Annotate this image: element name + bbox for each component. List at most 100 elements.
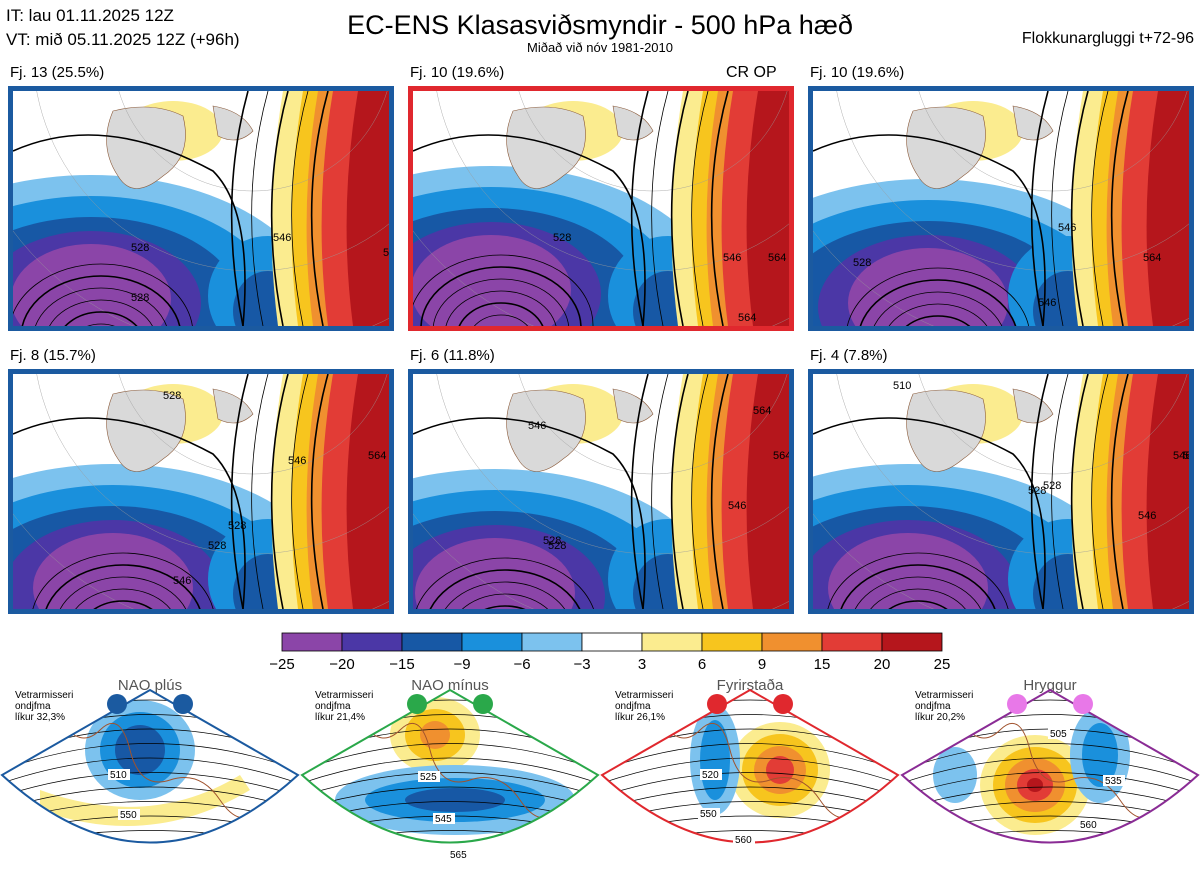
height-contour bbox=[270, 91, 289, 326]
colorbar-tick: 9 bbox=[757, 656, 767, 673]
height-contour bbox=[602, 743, 898, 777]
contour-label-bg bbox=[698, 808, 720, 819]
negative-anomaly-area bbox=[1082, 723, 1118, 787]
contour-label: 546 bbox=[1038, 297, 1056, 309]
positive-anomaly-area bbox=[346, 374, 389, 609]
regime-marker-dot bbox=[173, 694, 193, 714]
greenland-landmass bbox=[506, 389, 586, 472]
cluster-map: 528546564510528546 bbox=[813, 91, 1189, 326]
contour-label: 564 bbox=[1183, 450, 1189, 462]
contour-label: 546 bbox=[528, 420, 546, 432]
height-contour bbox=[1030, 91, 1049, 326]
height-contour bbox=[846, 267, 1030, 326]
contour-label: 528 bbox=[553, 232, 571, 244]
height-contour bbox=[840, 564, 996, 609]
height-contour bbox=[444, 581, 566, 609]
greenland-landmass bbox=[106, 106, 186, 189]
negative-anomaly-area bbox=[115, 725, 165, 775]
colorbar-tick: −3 bbox=[573, 656, 591, 673]
contour-label: 525 bbox=[420, 772, 437, 783]
svalbard-landmass bbox=[1012, 105, 1054, 141]
height-contour bbox=[691, 91, 709, 326]
cluster-map: 528 546 564 528 546 528 bbox=[13, 374, 389, 609]
height-contour bbox=[13, 134, 246, 326]
colorbar-tick: −25 bbox=[269, 656, 295, 673]
height-contour bbox=[45, 564, 201, 609]
height-contour bbox=[302, 743, 598, 777]
contour-label: 510 bbox=[893, 380, 911, 392]
negative-anomaly-area bbox=[933, 747, 977, 803]
colorbar-segment bbox=[521, 632, 583, 652]
height-contour bbox=[651, 374, 669, 609]
regime-climatology-note: Vetrarmisseri ondjfma líkur 21,4% bbox=[315, 690, 373, 723]
height-contour bbox=[2, 757, 298, 789]
regime-marker-dot bbox=[1007, 694, 1027, 714]
height-contour bbox=[302, 772, 598, 801]
contour-label: 528 bbox=[1028, 485, 1046, 497]
height-contour bbox=[670, 91, 689, 326]
svalbard-landmass bbox=[1012, 388, 1054, 424]
cluster-label: Fj. 8 (15.7%) bbox=[10, 347, 96, 364]
colorbar-tick: 3 bbox=[637, 656, 647, 673]
contour-label-bg bbox=[118, 809, 140, 820]
height-contour bbox=[413, 417, 646, 609]
contour-label: 510 bbox=[110, 770, 127, 781]
contour-label-bg bbox=[1048, 728, 1070, 739]
contour-label: 546 bbox=[1173, 450, 1189, 462]
height-contour bbox=[13, 263, 193, 326]
height-contour bbox=[35, 287, 167, 326]
colorbar bbox=[281, 632, 943, 652]
regime-note-line: líkur 20,2% bbox=[915, 712, 966, 723]
contour-label: 560 bbox=[1080, 820, 1097, 831]
positive-anomaly-area bbox=[746, 374, 789, 609]
svalbard-landmass bbox=[612, 388, 654, 424]
cluster-panel: 528 546 564 528 546 528 bbox=[8, 369, 394, 614]
contour-label-bg bbox=[1078, 819, 1100, 830]
contour-label: 546 bbox=[273, 232, 291, 244]
regime-note-line: ondjfma bbox=[15, 701, 51, 712]
negative-anomaly-area bbox=[13, 244, 171, 326]
contour-label: 520 bbox=[702, 770, 719, 781]
height-contour bbox=[1091, 91, 1109, 326]
height-contour bbox=[416, 557, 594, 609]
contour-label: 545 bbox=[435, 814, 452, 825]
colorbar-tick: 20 bbox=[873, 656, 891, 673]
height-contour bbox=[32, 552, 214, 609]
latitude-circle bbox=[36, 374, 389, 555]
regime-marker-dot bbox=[1073, 694, 1093, 714]
contour-label: 546 bbox=[723, 252, 741, 264]
contour-label: 564 bbox=[1143, 252, 1161, 264]
colorbar-segment bbox=[341, 632, 403, 652]
height-contour bbox=[1110, 91, 1129, 326]
regime-climatology-note: Vetrarmisseri ondjfma líkur 32,3% bbox=[15, 690, 73, 723]
cluster-panel: 510528546564528546 bbox=[808, 369, 1194, 614]
latitude-circle bbox=[36, 91, 389, 272]
colorbar-tick: −20 bbox=[329, 656, 355, 673]
contour-label: 546 bbox=[288, 455, 306, 467]
height-contour bbox=[873, 291, 1003, 326]
contour-label: 528 bbox=[131, 292, 149, 304]
negative-anomaly-area bbox=[415, 538, 575, 609]
contour-label: 528 bbox=[208, 540, 226, 552]
colorbar-segment bbox=[581, 632, 643, 652]
cluster-map: 510528546564528546 bbox=[813, 374, 1189, 609]
height-contour bbox=[445, 290, 557, 326]
colorbar-tick: −9 bbox=[453, 656, 471, 673]
cluster-panel: 528546564528546564 bbox=[8, 86, 394, 331]
colorbar-tick: −15 bbox=[389, 656, 415, 673]
regime-frame bbox=[300, 688, 600, 844]
positive-anomaly-area bbox=[746, 91, 789, 326]
height-contour bbox=[1070, 91, 1089, 326]
regime-note-line: Vetrarmisseri bbox=[15, 690, 74, 701]
contour-label-bg bbox=[1103, 775, 1125, 786]
contour-label: 546 bbox=[173, 575, 191, 587]
regime-marker-dot bbox=[407, 694, 427, 714]
negative-anomaly-area bbox=[413, 235, 571, 326]
regime-title: Fyrirstaða bbox=[716, 677, 784, 694]
svalbard-landmass bbox=[212, 388, 254, 424]
height-contour bbox=[458, 302, 544, 326]
height-contour bbox=[75, 588, 171, 609]
height-contour bbox=[251, 91, 269, 326]
coastline bbox=[659, 719, 861, 819]
contour-label: 564 bbox=[768, 252, 786, 264]
